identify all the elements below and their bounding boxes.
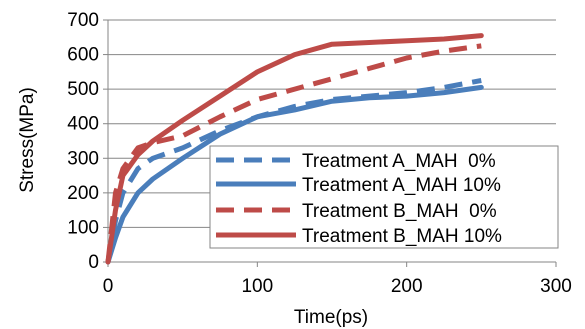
legend-label-2: Treatment A_MAH 10% (302, 175, 501, 196)
legend-box (209, 145, 559, 249)
x-tick-label: 0 (103, 276, 114, 297)
tick-labels: 0 100 200 300 400 500 600 700 0 100 200 300 (67, 10, 572, 297)
legend: Treatment A_MAH 0% Treatment A_MAH 10% Tre… (209, 145, 559, 249)
x-tick-label: 300 (540, 276, 572, 297)
y-tick-label: 300 (67, 148, 99, 169)
y-tick-label: 700 (67, 10, 99, 31)
y-axis-title: Stress(MPa) (17, 87, 38, 193)
y-tick-label: 200 (67, 183, 99, 204)
y-tick-label: 600 (67, 45, 99, 66)
x-tick-label: 100 (241, 276, 273, 297)
series-line-3 (105, 43, 482, 263)
y-tick-label: 100 (67, 217, 99, 238)
legend-label-1: Treatment A_MAH 0% (302, 151, 496, 172)
series-line-4 (105, 33, 484, 265)
x-tick-label: 200 (391, 276, 423, 297)
legend-label-3: Treatment B_MAH 0% (302, 201, 497, 222)
legend-label-4: Treatment B_MAH 10% (302, 226, 502, 247)
axes (103, 19, 557, 267)
y-tick-label: 500 (67, 79, 99, 100)
y-tick-label: 400 (67, 114, 99, 135)
series-line-2 (105, 84, 484, 265)
x-axis-title: Time(ps) (294, 307, 368, 328)
y-tick-label: 0 (88, 252, 99, 273)
series-lines (105, 33, 484, 265)
